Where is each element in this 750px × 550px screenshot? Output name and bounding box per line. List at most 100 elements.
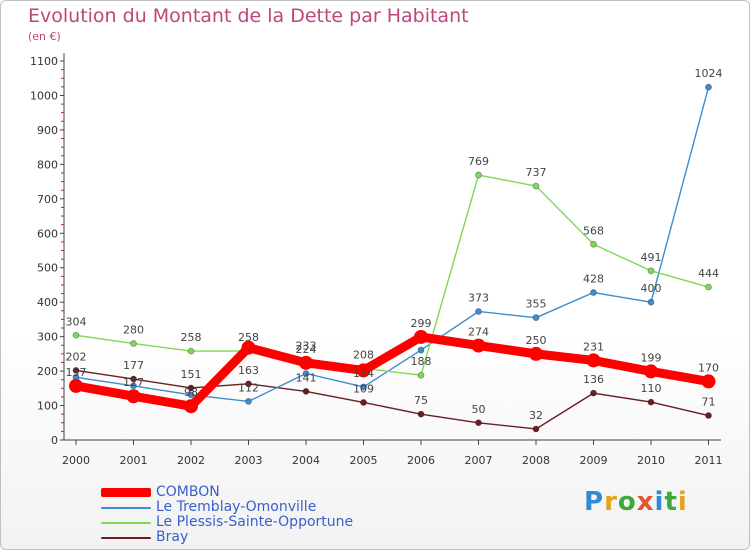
data-label: 136: [583, 373, 604, 386]
data-label: 1024: [695, 67, 723, 80]
x-tick-label: 2000: [62, 454, 90, 467]
legend-swatch: [101, 536, 151, 539]
legend-label: Le Tremblay-Omonville: [156, 499, 317, 515]
data-label: 428: [583, 273, 604, 286]
data-point: [184, 399, 198, 414]
data-label: 75: [414, 394, 428, 407]
x-tick-label: 2009: [580, 454, 608, 467]
data-label: 568: [583, 224, 604, 237]
data-point: [590, 389, 597, 397]
data-point: [360, 383, 367, 391]
x-tick-label: 2011: [695, 454, 723, 467]
series-line-combon: [71, 332, 713, 411]
data-point: [414, 329, 428, 344]
data-point: [187, 384, 195, 392]
legend-swatch: [101, 506, 151, 509]
data-point: [417, 410, 425, 418]
data-label: 258: [181, 331, 202, 344]
legend-item: COMBON: [101, 485, 353, 500]
data-label: 71: [702, 396, 716, 409]
chart-title: Evolution du Montant de la Dette par Hab…: [28, 5, 469, 27]
y-tick-label: 700: [37, 193, 58, 206]
y-tick-label: 200: [37, 365, 58, 378]
data-point: [72, 367, 80, 374]
chart-unit: (en €): [28, 30, 61, 43]
data-label: 50: [472, 403, 486, 416]
data-label: 444: [698, 267, 719, 280]
data-label: 177: [123, 359, 144, 372]
y-tick-label: 400: [37, 296, 58, 309]
legend-item: Bray: [101, 530, 353, 545]
data-point: [356, 363, 371, 378]
x-tick-label: 2001: [120, 454, 148, 467]
data-label: 199: [641, 351, 662, 364]
data-label: 299: [411, 317, 432, 330]
data-label: 737: [526, 166, 547, 179]
data-point: [647, 267, 655, 275]
data-point: [705, 412, 712, 419]
series-line-le-tremblay-omonville: [75, 86, 710, 403]
data-point: [471, 338, 486, 353]
y-tick-label: 300: [37, 331, 58, 344]
data-label: 355: [526, 298, 547, 311]
data-point: [644, 364, 658, 379]
x-tick-label: 2008: [522, 454, 550, 467]
x-tick-label: 2002: [177, 454, 205, 467]
data-label: 250: [526, 334, 547, 347]
data-label: 233: [296, 340, 317, 353]
legend-label: Le Plessis-Sainte-Opportune: [156, 514, 354, 530]
data-point: [302, 370, 310, 377]
y-tick-label: 800: [37, 158, 58, 171]
data-point: [532, 425, 540, 433]
data-label: 127: [123, 376, 144, 389]
data-point: [302, 388, 310, 395]
legend: COMBON Le Tremblay-Omonville Le Plessis-Sa…: [101, 485, 353, 545]
x-tick-label: 2003: [235, 454, 263, 467]
data-label: 170: [698, 361, 719, 374]
data-point: [241, 340, 256, 355]
data-point: [69, 378, 83, 393]
data-point: [417, 371, 425, 379]
data-point: [299, 355, 313, 370]
data-label: 202: [66, 350, 87, 363]
data-label: 400: [641, 282, 662, 295]
data-point: [187, 391, 195, 399]
data-point: [130, 340, 137, 347]
legend-item: Le Tremblay-Omonville: [101, 500, 353, 515]
y-tick-label: 100: [37, 400, 58, 413]
data-label: 208: [353, 348, 374, 361]
data-point: [245, 380, 252, 388]
data-point: [475, 171, 482, 179]
data-label: 141: [296, 371, 317, 384]
data-point: [360, 399, 367, 406]
data-label: 151: [181, 368, 202, 381]
data-label: 110: [641, 382, 662, 395]
data-label: 98: [184, 386, 198, 399]
data-point: [586, 353, 601, 368]
legend-label: COMBON: [156, 484, 220, 500]
legend-label: Bray: [156, 529, 189, 545]
data-point: [529, 346, 543, 361]
legend-swatch: [101, 488, 151, 497]
data-point: [701, 374, 716, 389]
data-label: 224: [296, 343, 317, 356]
x-tick-label: 2007: [465, 454, 493, 467]
data-point: [647, 298, 655, 306]
proxiti-logo: Proxiti: [584, 487, 688, 517]
data-label: 280: [123, 324, 144, 337]
data-label: 163: [238, 364, 259, 377]
y-tick-label: 1000: [30, 89, 58, 102]
data-label: 491: [641, 251, 662, 264]
x-tick-label: 2010: [637, 454, 665, 467]
series-line-le-plessis-sainte-opportune: [75, 174, 710, 376]
data-point: [417, 346, 425, 354]
data-point: [475, 308, 482, 315]
data-point: [130, 375, 137, 383]
data-point: [647, 398, 655, 406]
data-label: 274: [468, 326, 489, 339]
x-tick-label: 2005: [350, 454, 378, 467]
data-point: [705, 83, 712, 91]
data-label: 769: [468, 155, 489, 168]
